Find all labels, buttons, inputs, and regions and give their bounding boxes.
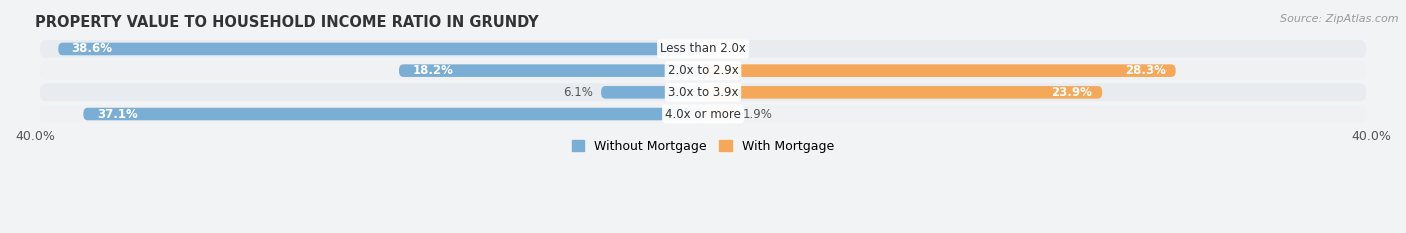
FancyBboxPatch shape [703, 108, 735, 120]
Text: 3.0x to 3.9x: 3.0x to 3.9x [668, 86, 738, 99]
FancyBboxPatch shape [39, 83, 1367, 101]
Legend: Without Mortgage, With Mortgage: Without Mortgage, With Mortgage [567, 135, 839, 158]
FancyBboxPatch shape [39, 62, 1367, 79]
FancyBboxPatch shape [58, 43, 703, 55]
Text: 1.9%: 1.9% [744, 108, 773, 120]
Text: 28.3%: 28.3% [1125, 64, 1166, 77]
Text: 38.6%: 38.6% [72, 42, 112, 55]
FancyBboxPatch shape [39, 105, 1367, 123]
Text: PROPERTY VALUE TO HOUSEHOLD INCOME RATIO IN GRUNDY: PROPERTY VALUE TO HOUSEHOLD INCOME RATIO… [35, 15, 538, 30]
Text: 37.1%: 37.1% [97, 108, 138, 120]
Text: 4.0x or more: 4.0x or more [665, 108, 741, 120]
Text: 23.9%: 23.9% [1052, 86, 1092, 99]
Text: 6.1%: 6.1% [562, 86, 593, 99]
Text: Less than 2.0x: Less than 2.0x [659, 42, 747, 55]
Text: Source: ZipAtlas.com: Source: ZipAtlas.com [1281, 14, 1399, 24]
FancyBboxPatch shape [703, 86, 1102, 99]
FancyBboxPatch shape [39, 40, 1367, 58]
FancyBboxPatch shape [83, 108, 703, 120]
FancyBboxPatch shape [602, 86, 703, 99]
FancyBboxPatch shape [703, 64, 1175, 77]
Text: 2.0x to 2.9x: 2.0x to 2.9x [668, 64, 738, 77]
Text: 18.2%: 18.2% [412, 64, 453, 77]
FancyBboxPatch shape [399, 64, 703, 77]
